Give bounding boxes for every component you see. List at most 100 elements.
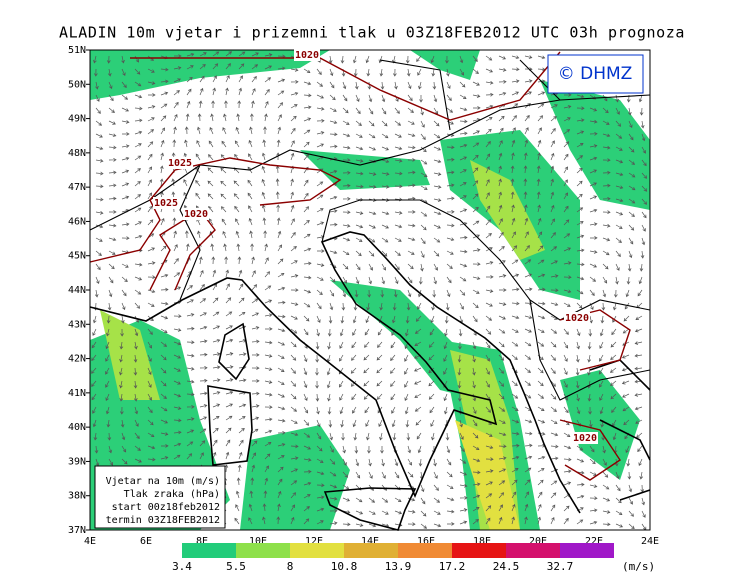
wind-arrow xyxy=(342,289,347,298)
wind-arrow xyxy=(173,258,179,265)
wind-arrow xyxy=(498,152,503,161)
wind-arrow xyxy=(446,522,455,526)
wind-arrow xyxy=(355,510,364,515)
wind-arrow xyxy=(186,65,194,70)
wind-arrow xyxy=(511,479,518,486)
wind-arrow xyxy=(160,127,165,135)
wind-arrow xyxy=(105,380,110,388)
wind-arrow xyxy=(420,159,428,165)
wind-arrow xyxy=(576,393,580,402)
wind-arrow xyxy=(418,276,423,285)
wind-arrow xyxy=(524,354,532,360)
wind-arrow xyxy=(121,302,126,311)
wind-arrow xyxy=(485,517,491,525)
wind-arrow xyxy=(576,262,585,267)
wind-arrow xyxy=(625,289,630,298)
wind-arrow xyxy=(550,380,556,387)
wind-arrow xyxy=(511,380,518,387)
wind-arrow xyxy=(524,467,532,473)
wind-arrow xyxy=(91,354,97,362)
wind-arrow xyxy=(576,494,585,499)
wind-arrow xyxy=(350,367,357,374)
wind-arrow xyxy=(355,120,362,126)
wind-arrow xyxy=(472,458,481,463)
wind-arrow xyxy=(511,79,520,84)
wind-arrow xyxy=(392,55,396,64)
wind-arrow xyxy=(609,367,617,373)
wind-arrow xyxy=(264,243,268,252)
wind-arrow xyxy=(601,302,606,311)
wind-arrow xyxy=(212,51,220,57)
wind-arrow xyxy=(550,393,557,400)
wind-arrow xyxy=(576,180,583,187)
borders xyxy=(89,59,651,401)
wind-arrow xyxy=(589,236,598,240)
wind-arrow xyxy=(147,275,156,280)
wind-arrow xyxy=(121,236,130,241)
wind-arrow xyxy=(316,181,324,187)
wind-arrow xyxy=(264,100,269,109)
wind-arrow xyxy=(329,94,336,101)
isobar-label-bg xyxy=(294,49,320,61)
wind-arrow xyxy=(459,458,467,464)
wind-arrow xyxy=(615,120,622,127)
wind-arrow xyxy=(147,105,156,109)
wind-arrow xyxy=(418,458,423,467)
wind-arrow xyxy=(498,140,503,148)
wind-arrow xyxy=(160,406,168,412)
wind-arrow xyxy=(121,195,130,200)
wind-arrow xyxy=(329,471,337,477)
wind-arrow xyxy=(134,221,142,226)
wind-arrow xyxy=(119,393,124,402)
wind-arrow xyxy=(199,64,206,70)
wind-arrow xyxy=(446,445,451,454)
wind-arrow xyxy=(641,172,648,179)
wind-arrow xyxy=(342,94,348,102)
wind-arrow xyxy=(563,367,568,376)
wind-arrow xyxy=(363,354,370,361)
wind-arrow xyxy=(394,81,398,90)
wind-arrow xyxy=(173,272,181,278)
wind-arrow xyxy=(173,442,182,447)
wind-arrow xyxy=(472,289,480,294)
wind-arrow xyxy=(173,354,182,359)
wind-arrow xyxy=(368,224,376,229)
wind-arrow xyxy=(121,120,130,124)
wind-arrow xyxy=(433,263,438,271)
wind-arrow xyxy=(485,328,492,335)
wind-arrow xyxy=(628,159,636,165)
wind-arrow xyxy=(160,301,169,306)
wind-arrow xyxy=(353,432,358,441)
wind-arrow xyxy=(404,393,409,402)
wind-arrow xyxy=(446,471,453,478)
wind-arrow xyxy=(524,273,533,278)
wind-arrow xyxy=(173,430,182,435)
wind-arrow xyxy=(342,210,351,215)
wind-arrow xyxy=(420,523,428,529)
wind-arrow xyxy=(429,328,435,336)
wind-arrow xyxy=(329,120,338,125)
wind-arrow xyxy=(537,503,542,512)
wind-arrow xyxy=(352,406,357,414)
wind-arrow xyxy=(315,393,320,402)
wind-arrow xyxy=(249,490,254,499)
wind-arrow xyxy=(95,81,99,90)
wind-arrow xyxy=(147,261,156,265)
wind-arrow xyxy=(264,392,273,397)
wind-arrow xyxy=(615,198,624,203)
wind-arrow xyxy=(615,237,622,243)
wind-arrow xyxy=(121,458,128,465)
wind-arrow xyxy=(247,192,253,200)
colorbar-swatch xyxy=(236,543,290,558)
wind-arrow xyxy=(472,315,478,323)
wind-arrow xyxy=(550,406,557,412)
wind-arrow xyxy=(121,222,130,227)
wind-arrow xyxy=(498,468,507,473)
wind-arrow xyxy=(628,107,632,116)
wind-arrow xyxy=(134,168,141,174)
wind-arrow xyxy=(277,380,285,385)
info-line: start 00z18feb2012 xyxy=(112,502,220,513)
wind-arrow xyxy=(443,393,448,402)
colorbar-label: 24.5 xyxy=(493,560,520,573)
wind-arrow xyxy=(303,432,311,438)
